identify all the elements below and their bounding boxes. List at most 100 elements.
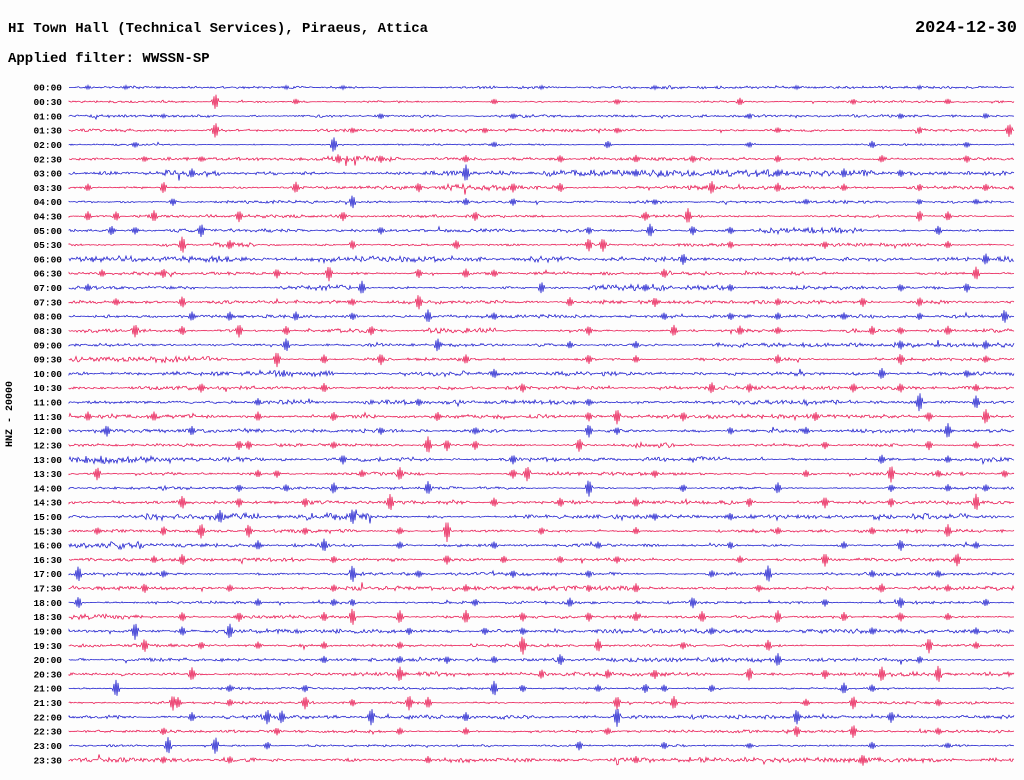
seismic-trace: [68, 480, 1015, 497]
seismic-trace: [68, 754, 1015, 766]
seismic-trace: [68, 653, 1015, 666]
seismic-trace: [68, 466, 1015, 483]
seismic-trace: [68, 565, 1015, 582]
seismic-trace: [68, 582, 1015, 593]
seismic-trace: [68, 597, 1015, 609]
time-label: 01:30: [33, 126, 62, 137]
seismic-trace: [68, 553, 1015, 567]
seismic-trace: [68, 409, 1015, 425]
time-label: 18:00: [33, 598, 62, 609]
seismic-trace: [68, 295, 1015, 310]
time-label: 20:00: [33, 655, 62, 666]
seismic-trace: [68, 208, 1014, 223]
seismic-trace: [68, 382, 1015, 394]
seismic-trace: [68, 423, 1015, 438]
time-label: 12:30: [33, 440, 62, 451]
time-label: 21:30: [33, 698, 62, 709]
seismic-trace: [68, 737, 1015, 754]
seismic-trace: [68, 195, 1015, 209]
time-label: 20:30: [33, 669, 62, 680]
time-label: 07:30: [33, 297, 62, 308]
time-label: 07:00: [33, 283, 62, 294]
seismic-trace: [68, 636, 1015, 655]
time-label: 19:00: [33, 627, 62, 638]
time-label: 13:30: [33, 469, 62, 480]
seismic-trace: [68, 509, 1014, 524]
seismic-trace: [68, 538, 1015, 552]
time-label: 15:30: [33, 526, 62, 537]
seismic-trace: [68, 708, 1015, 727]
time-label: 09:30: [33, 355, 62, 366]
seismic-trace: [68, 123, 1015, 138]
time-label: 23:00: [33, 741, 62, 752]
time-label: 04:00: [33, 197, 62, 208]
seismic-trace: [68, 454, 1015, 465]
time-label: 11:30: [33, 412, 62, 423]
time-label: 23:30: [33, 755, 62, 766]
seismic-trace: [68, 436, 1015, 453]
time-label: 05:00: [33, 226, 62, 237]
seismic-trace: [68, 352, 1015, 368]
channel-scale-label: HNZ - 20000: [5, 381, 16, 447]
time-label: 14:00: [33, 483, 62, 494]
seismic-trace: [68, 493, 1015, 511]
time-label: 15:00: [33, 512, 62, 523]
time-label: 10:00: [33, 369, 62, 380]
seismic-trace: [68, 94, 1015, 109]
time-label: 02:30: [33, 154, 62, 165]
seismic-trace: [68, 324, 1015, 338]
time-label: 21:00: [33, 684, 62, 695]
seismic-trace: [68, 608, 1015, 625]
time-label: 08:30: [33, 326, 62, 337]
time-label: 16:00: [33, 541, 62, 552]
seismic-trace: [68, 280, 1015, 294]
seismic-trace: [68, 236, 1015, 253]
seismic-trace: [68, 725, 1015, 738]
time-label: 17:00: [33, 569, 62, 580]
seismic-trace: [68, 181, 1015, 195]
station-title: HI Town Hall (Technical Services), Pirae…: [8, 21, 429, 37]
seismic-trace: [68, 623, 1015, 640]
time-label: 08:00: [33, 312, 62, 323]
seismic-trace: [68, 665, 1015, 682]
time-label: 00:30: [33, 97, 62, 108]
plot-date: 2024-12-30: [914, 19, 1017, 38]
time-label: 14:30: [33, 498, 62, 509]
time-label: 03:30: [33, 183, 62, 194]
seismic-trace: [68, 522, 1015, 543]
time-label: 03:00: [33, 169, 62, 180]
time-label: 00:00: [33, 83, 62, 94]
time-label: 06:30: [33, 269, 62, 280]
applied-filter-label: Applied filter: WWSSN-SP: [8, 51, 210, 67]
seismic-trace: [68, 137, 1015, 152]
seismic-trace: [68, 367, 1015, 379]
time-label: 05:30: [33, 240, 62, 251]
seismic-trace: [68, 338, 1015, 352]
time-label: 18:30: [33, 612, 62, 623]
time-label: 22:30: [33, 727, 62, 738]
seismic-trace: [68, 679, 1015, 696]
time-label: 10:30: [33, 383, 62, 394]
seismic-trace: [68, 266, 1014, 282]
seismic-trace: [68, 223, 1015, 238]
time-label: 22:00: [33, 712, 62, 723]
seismic-trace: [68, 695, 1015, 711]
seismic-trace: [68, 253, 1015, 265]
seismic-trace: [69, 84, 1015, 91]
time-label: 17:30: [33, 584, 62, 595]
time-label: 12:00: [33, 426, 62, 437]
time-label: 11:00: [33, 398, 62, 409]
time-label: 01:00: [33, 111, 62, 122]
seismic-trace: [68, 164, 1015, 181]
time-label: 04:30: [33, 212, 62, 223]
time-label: 13:00: [33, 455, 62, 466]
time-label: 02:00: [33, 140, 62, 151]
seismic-trace: [68, 393, 1015, 412]
seismic-trace: [68, 154, 1015, 167]
time-label: 09:00: [33, 340, 62, 351]
time-label: 19:30: [33, 641, 62, 652]
time-label: 06:00: [33, 254, 62, 265]
seismic-trace: [68, 309, 1015, 323]
seismic-trace: [68, 112, 1015, 121]
